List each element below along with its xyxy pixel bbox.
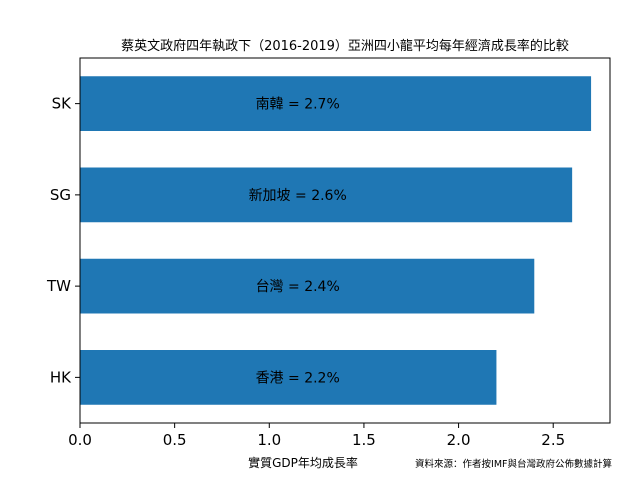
- x-tick-label: 2.0: [447, 431, 471, 449]
- y-tick-label: SG: [50, 186, 71, 204]
- bar-hk: [80, 350, 497, 405]
- bar-tw: [80, 258, 535, 314]
- chart-title: 蔡英文政府四年執政下（2016-2019）亞洲四小龍平均每年經濟成長率的比較: [121, 38, 569, 54]
- bar-sk: [80, 76, 592, 131]
- data-label-tw: 台灣 = 2.4%: [256, 279, 340, 295]
- plot-frame: [79, 57, 611, 424]
- bar-sg: [80, 167, 573, 223]
- data-labels-group: 香港 = 2.2% 台灣 = 2.4% 新加坡 = 2.6% 南韓 = 2.7%: [249, 97, 347, 387]
- x-axis: 0.0 0.5 1.0 1.5 2.0 2.5: [68, 423, 565, 449]
- x-tick-label: 2.5: [541, 431, 565, 449]
- bars-group: [80, 76, 592, 405]
- x-tick-label: 1.0: [257, 431, 281, 449]
- y-tick-label: TW: [46, 277, 71, 295]
- y-axis: HK TW SG SK: [46, 95, 80, 386]
- x-axis-label: 實質GDP年均成長率: [248, 455, 358, 470]
- y-tick-label: HK: [50, 368, 72, 386]
- x-tick-label: 0.0: [68, 431, 92, 449]
- x-tick-label: 0.5: [163, 431, 187, 449]
- data-label-sk: 南韓 = 2.7%: [256, 97, 340, 113]
- source-note: 資料來源：作者按IMF與台灣政府公佈數據計算: [415, 458, 612, 470]
- x-tick-label: 1.5: [352, 431, 376, 449]
- data-label-hk: 香港 = 2.2%: [256, 370, 340, 386]
- y-tick-label: SK: [52, 95, 73, 113]
- data-label-sg: 新加坡 = 2.6%: [249, 188, 347, 204]
